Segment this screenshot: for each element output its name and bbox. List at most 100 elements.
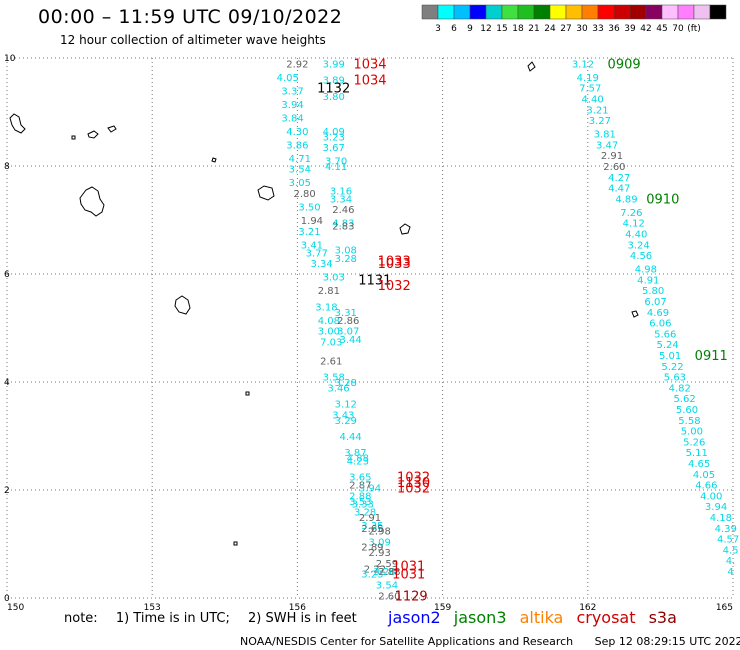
pass-time-label: 1129 [395, 589, 428, 604]
legend-s3a: s3a [648, 608, 677, 627]
wave-height-label: 3.44 [340, 335, 362, 346]
legend-jason2: jason2 [388, 608, 441, 627]
footer-timestamp: Sep 12 08:29:15 UTC 2022 [594, 635, 740, 648]
y-tick-label: 0 [4, 594, 10, 604]
color-scale-label: 3 [435, 24, 441, 34]
color-scale-label: 21 [528, 24, 539, 34]
wave-height-label: 4.47 [608, 184, 630, 195]
wave-height-label: 4.71 [289, 154, 311, 165]
pass-time-label: 1033 [378, 257, 411, 272]
wave-height-label: 4.12 [623, 219, 645, 230]
x-tick-label: 162 [579, 603, 596, 613]
wave-height-label: 2.60 [378, 591, 400, 602]
pass-time-label: 1034 [353, 57, 386, 72]
wave-height-label: 3.84 [281, 113, 303, 124]
wave-height-label: 3.00 [318, 327, 340, 338]
wave-height-label: 3.29 [335, 416, 357, 427]
wave-height-label: 2.87 [349, 481, 371, 492]
wave-height-label: 5.63 [664, 373, 686, 384]
wave-height-label: 4.88 [347, 454, 369, 465]
time-labels: 1034103411321033103311311032103211301032… [317, 57, 728, 604]
wave-height-label: 4.39 [715, 524, 737, 535]
wave-height-label: 4.19 [577, 73, 599, 84]
wave-height-label: 2.98 [369, 527, 391, 538]
wave-height-label: 4.57 [717, 535, 739, 546]
wave-height-label: 2.22 [364, 564, 386, 575]
wave-height-label: 4.5 [723, 545, 739, 556]
wave-height-label: 3.12 [572, 59, 594, 70]
island-outline [174, 295, 191, 315]
wave-height-label: 4.30 [286, 127, 308, 138]
color-scale-label: 12 [480, 24, 491, 34]
wave-height-label: 4.05 [277, 73, 299, 84]
legend-jason3: jason3 [453, 608, 507, 627]
wave-height-label: 3.50 [298, 203, 320, 214]
island-outline [527, 61, 536, 72]
wave-height-label: 1.94 [301, 216, 323, 227]
wave-height-label: 7.03 [320, 338, 342, 349]
wave-height-label: 3.77 [306, 248, 328, 259]
wave-height-label: 2.81 [318, 286, 340, 297]
wave-height-label: 4.09 [323, 127, 345, 138]
wave-height-label: 3.89 [323, 76, 345, 87]
pass-time-label: 0909 [608, 57, 641, 72]
color-scale-label: 33 [592, 24, 603, 34]
wave-height-label: 2.80 [294, 189, 316, 200]
note-text: note: 1) Time is in UTC; 2) SWH is in fe… [64, 611, 357, 626]
wave-height-label: 3.12 [335, 400, 357, 411]
footer: NOAA/NESDIS Center for Satellite Applica… [240, 635, 740, 648]
pass-time-label: 1131 [358, 273, 391, 288]
wave-height-label: 3.33 [352, 500, 374, 511]
note-item-1: 1) Time is in UTC; [115, 611, 230, 626]
legend-altika: altika [519, 608, 564, 627]
wave-height-label: 5.11 [686, 448, 708, 459]
wave-height-label: 3.21 [298, 227, 320, 238]
y-tick-label: 6 [4, 270, 10, 280]
pass-time-label: 1034 [353, 74, 386, 89]
track-track_east: 3.124.197.574.403.213.273.813.472.912.60… [572, 59, 739, 578]
pass-time-label: 0911 [695, 349, 728, 364]
wave-height-label: 3.37 [281, 86, 303, 97]
wave-height-label: 6.06 [649, 319, 671, 330]
wave-height-label: 3.31 [335, 308, 357, 319]
color-scale-label: (ft) [687, 24, 701, 34]
y-tick-label: 2 [4, 486, 10, 496]
wave-height-label: 5.26 [683, 437, 705, 448]
color-scale-label: 42 [640, 24, 651, 34]
pass-time-label: 1132 [317, 82, 350, 97]
wave-height-label: 4.40 [625, 230, 647, 241]
wave-height-label: 5.66 [654, 329, 676, 340]
grid [6, 57, 734, 599]
wave-height-label: 2.92 [286, 59, 308, 70]
wave-height-label: 4.89 [615, 194, 637, 205]
island-outline [71, 135, 76, 140]
pass-time-label: 1031 [392, 560, 425, 575]
island-outline [233, 541, 238, 546]
wave-height-label: 4.91 [637, 275, 659, 286]
wave-height-label: 3.43 [332, 410, 354, 421]
color-scale-label: 18 [512, 24, 524, 34]
wave-height-label: 2.93 [369, 548, 391, 559]
wave-height-label: 3.07 [337, 327, 359, 338]
island-outline [107, 125, 117, 133]
note-item-2: 2) SWH is in feet [248, 611, 357, 626]
wave-height-label: 4 [727, 567, 733, 578]
wave-height-label: 4.11 [325, 162, 347, 173]
island-outline [399, 223, 411, 235]
pass-time-label: 1032 [397, 471, 430, 486]
wave-height-label: 3.87 [344, 448, 366, 459]
wave-height-label: 2.88 [349, 491, 371, 502]
wave-height-label: 3.47 [596, 140, 618, 151]
wave-height-label: 3.67 [323, 143, 345, 154]
wave-height-label: 4. [726, 556, 736, 567]
wave-height-label: 5.24 [657, 340, 679, 351]
wave-height-label: 5.00 [681, 427, 703, 438]
footer-credit: NOAA/NESDIS Center for Satellite Applica… [240, 635, 574, 648]
wave-height-label: 2.60 [603, 162, 625, 173]
color-scale-label: 45 [656, 24, 667, 34]
wave-height-label: 2.86 [337, 316, 359, 327]
wave-height-label: 3.81 [594, 130, 616, 141]
wave-height-label: 3.53 [349, 497, 371, 508]
island-outline [87, 130, 99, 139]
